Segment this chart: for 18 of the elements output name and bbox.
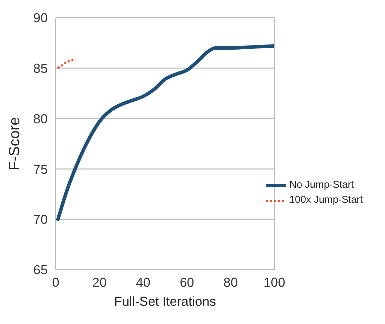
y-tick-label: 90 [34, 10, 48, 26]
y-tick-label: 80 [34, 111, 48, 126]
y-tick-label: 75 [34, 162, 48, 177]
x-tick-label: 100 [264, 275, 286, 290]
x-tick-label: 0 [52, 275, 60, 290]
x-tick-label: 40 [136, 275, 151, 290]
y-tick-label: 65 [34, 262, 48, 278]
y-tick-label: 85 [34, 61, 48, 76]
legend-label: No Jump-Start [290, 180, 354, 191]
line-series [56, 44, 275, 222]
line-series [57, 58, 77, 70]
x-axis-title: Full-Set Iterations [114, 294, 217, 309]
x-tick-label: 20 [92, 275, 107, 290]
x-tick-label: 60 [180, 275, 194, 290]
y-tick-label: 70 [34, 212, 48, 228]
legend-label: 100x Jump-Start [290, 195, 363, 206]
y-axis-title: F-Score [6, 117, 24, 171]
x-tick-label: 80 [224, 275, 238, 290]
